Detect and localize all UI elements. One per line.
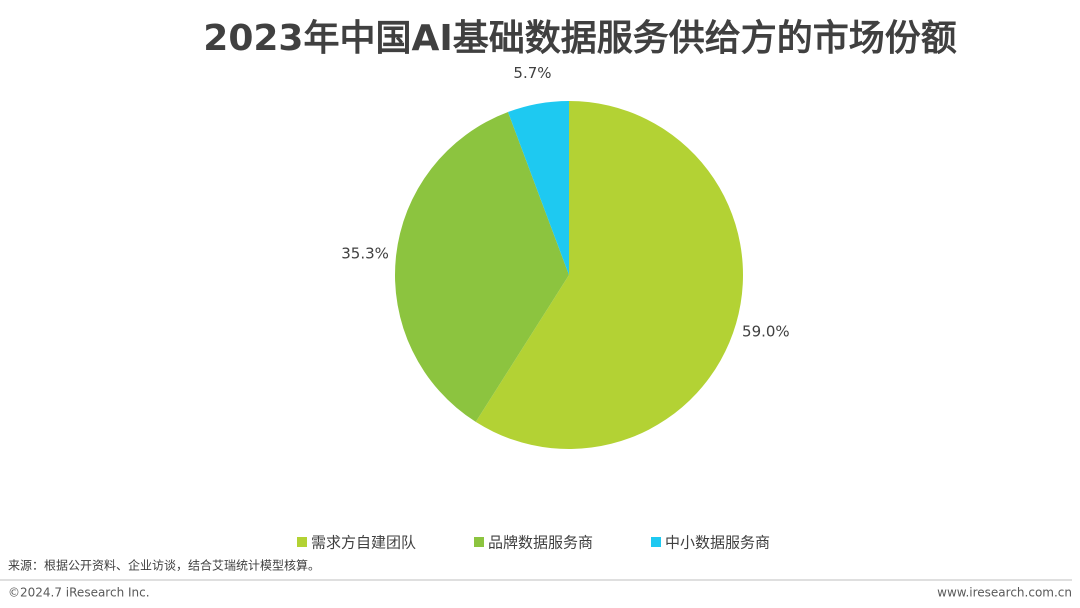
legend-swatch [651, 537, 661, 547]
copyright: ©2024.7 iResearch Inc. [8, 586, 150, 600]
legend-swatch [297, 537, 307, 547]
pie-slice [475, 101, 743, 450]
data-label: 35.3% [341, 244, 389, 262]
pie-slice [395, 112, 569, 422]
pie-slice [508, 101, 569, 275]
legend-swatch [474, 537, 484, 547]
website: www.iresearch.com.cn [937, 586, 1072, 600]
legend-label: 品牌数据服务商 [488, 534, 593, 552]
source-note: 来源：根据公开资料、企业访谈，结合艾瑞统计模型核算。 [8, 558, 320, 573]
data-label: 5.7% [513, 64, 551, 82]
legend-label: 中小数据服务商 [665, 534, 770, 552]
chart-title: 2023年中国AI基础数据服务供给方的市场份额 [203, 18, 956, 59]
legend-label: 需求方自建团队 [311, 534, 416, 552]
data-label: 59.0% [742, 323, 790, 341]
